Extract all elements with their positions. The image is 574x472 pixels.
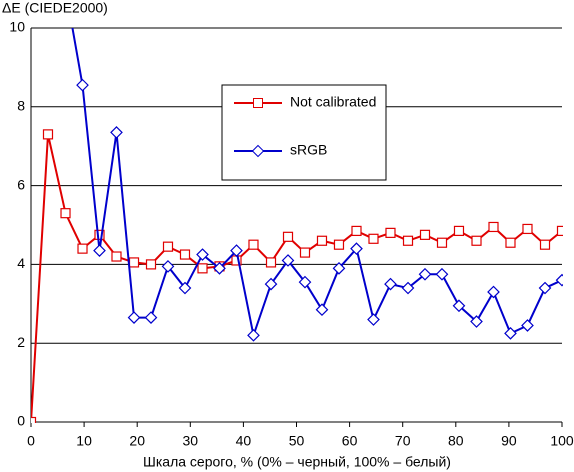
data-point: [316, 235, 328, 246]
legend-label: sRGB: [290, 142, 327, 158]
data-point: [538, 281, 552, 295]
data-point: [77, 243, 88, 254]
data-point: [127, 311, 141, 324]
data-point: [197, 263, 208, 274]
data-point: [265, 257, 277, 268]
data-point: [452, 299, 466, 313]
x-tick-label: 60: [342, 433, 358, 449]
data-point: [367, 313, 380, 326]
legend-marker: [253, 98, 263, 108]
x-tick-label: 10: [76, 433, 92, 449]
data-point: [556, 225, 563, 237]
data-point: [196, 248, 209, 261]
x-tick-label: 0: [27, 433, 35, 449]
data-point: [264, 277, 278, 291]
y-tick-label: 2: [17, 334, 25, 350]
y-tick-label: 8: [17, 98, 25, 114]
data-point: [505, 237, 516, 248]
data-point: [111, 251, 122, 262]
data-point: [435, 267, 449, 281]
data-point: [94, 229, 105, 240]
data-point: [299, 247, 311, 258]
data-point: [60, 208, 71, 219]
data-point: [504, 327, 517, 340]
legend-box: [221, 84, 387, 181]
data-point: [93, 244, 106, 257]
data-point: [110, 126, 123, 139]
data-point: [145, 259, 157, 270]
data-point: [384, 277, 397, 291]
data-point: [419, 229, 431, 240]
data-point: [248, 239, 259, 250]
data-point: [230, 244, 243, 257]
data-point: [332, 261, 346, 275]
legend-label: Not calibrated: [290, 94, 376, 110]
x-tick-label: 20: [129, 433, 145, 449]
data-point: [487, 285, 500, 299]
data-point: [418, 267, 432, 281]
x-tick-label: 80: [448, 433, 464, 449]
x-tick-label: 40: [236, 433, 252, 449]
data-point: [385, 227, 396, 238]
data-point: [31, 416, 37, 423]
data-point: [488, 221, 499, 233]
data-point: [453, 225, 465, 237]
data-point: [522, 223, 533, 235]
data-point: [42, 129, 54, 140]
x-tick-label: 70: [395, 433, 411, 449]
legend-marker: [251, 144, 265, 158]
plot-area: [31, 28, 563, 423]
x-tick-label: 30: [183, 433, 199, 449]
data-point: [178, 281, 192, 295]
data-point: [161, 260, 175, 273]
data-point: [401, 281, 415, 295]
data-point: [436, 237, 448, 248]
data-point: [247, 328, 260, 342]
y-tick-label: 0: [17, 413, 25, 429]
y-tick-label: 4: [17, 255, 25, 271]
data-point: [213, 261, 226, 275]
data-point: [368, 233, 379, 244]
data-point: [350, 242, 363, 255]
data-point: [76, 78, 89, 92]
data-point: [281, 254, 295, 267]
data-point: [402, 235, 414, 246]
data-point: [333, 239, 345, 250]
data-point: [179, 249, 191, 260]
data-point: [144, 311, 158, 324]
x-tick-label: 50: [289, 433, 305, 449]
x-tick-label: 90: [501, 433, 517, 449]
data-point: [351, 225, 362, 237]
data-point: [162, 241, 174, 252]
y-axis-label: ΔE (CIEDE2000): [2, 0, 108, 16]
data-point: [471, 235, 482, 246]
data-point: [298, 275, 312, 289]
data-point: [128, 257, 140, 268]
data-point: [521, 319, 534, 332]
data-point: [315, 303, 329, 317]
data-point: [539, 239, 551, 250]
data-point: [282, 231, 294, 242]
data-point: [555, 273, 563, 287]
x-tick-label: 100: [550, 433, 574, 449]
y-tick-label: 10: [9, 19, 25, 35]
data-point: [470, 315, 483, 328]
y-tick-label: 6: [17, 176, 25, 192]
x-axis-label: Шкала серого, % (0% – черный, 100% – бел…: [143, 454, 451, 470]
